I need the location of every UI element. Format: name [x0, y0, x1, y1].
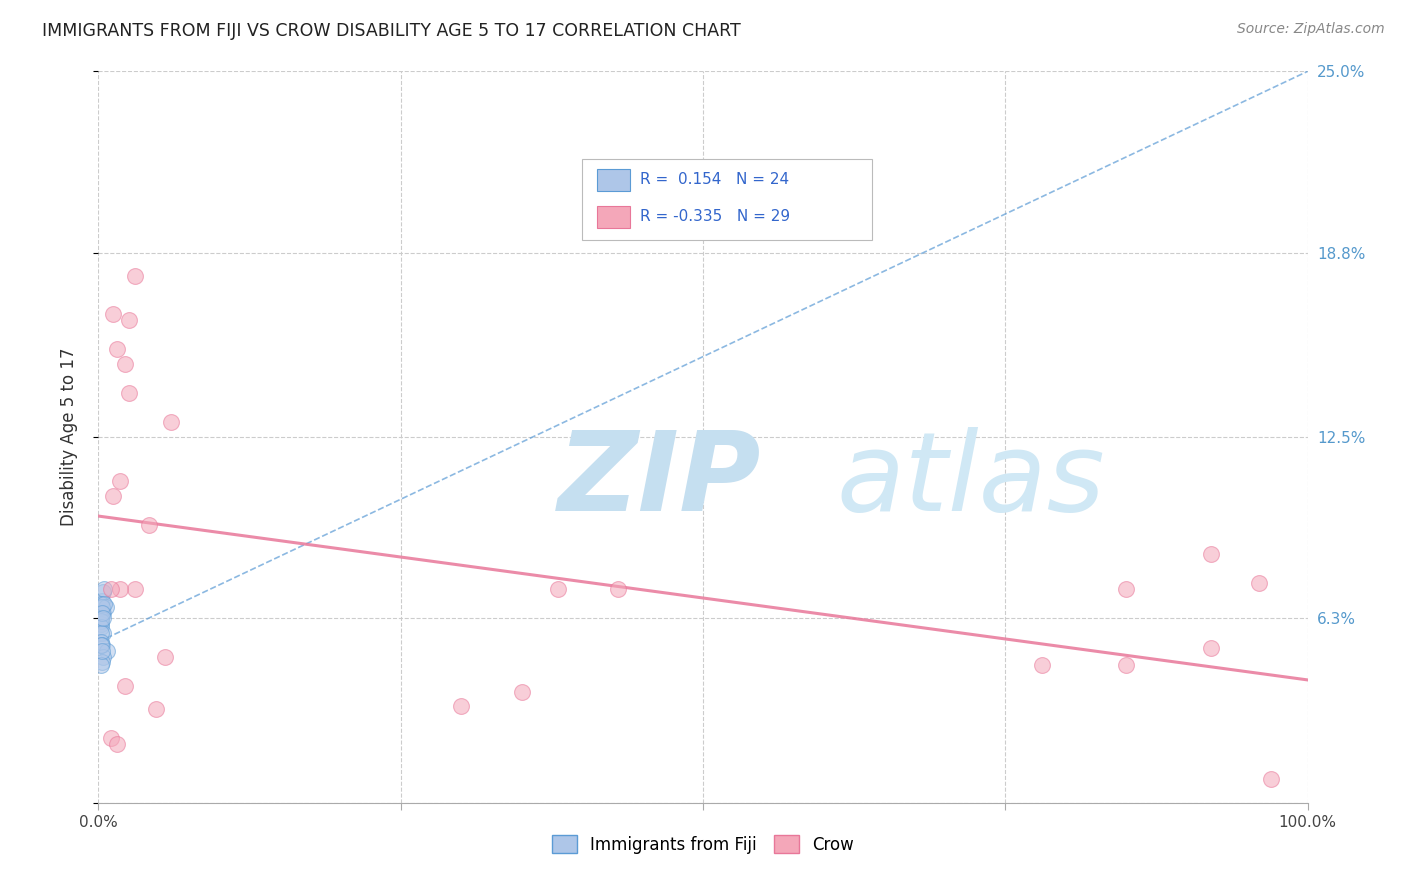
Point	[100, 731, 122, 746]
Point	[547, 582, 569, 597]
Text: Source: ZipAtlas.com: Source: ZipAtlas.com	[1237, 22, 1385, 37]
Point	[510, 684, 533, 698]
Point	[91, 611, 114, 625]
Point	[118, 386, 141, 401]
Point	[91, 638, 114, 652]
Point	[108, 582, 131, 597]
Point	[90, 626, 112, 640]
Point	[607, 582, 630, 597]
Point	[90, 617, 112, 632]
Point	[90, 611, 112, 625]
Text: R =  0.154   N = 24: R = 0.154 N = 24	[640, 172, 789, 187]
Point	[1031, 658, 1053, 673]
Point	[91, 606, 114, 620]
Point	[90, 597, 112, 611]
Point	[108, 474, 131, 488]
Text: ZIP: ZIP	[558, 427, 762, 534]
Point	[91, 606, 114, 620]
Bar	[596, 206, 630, 227]
Point	[90, 658, 112, 673]
Text: R = -0.335   N = 29: R = -0.335 N = 29	[640, 209, 790, 224]
Point	[91, 656, 114, 670]
Point	[91, 626, 114, 640]
Point	[91, 599, 114, 614]
Point	[90, 620, 112, 634]
Point	[138, 517, 160, 532]
Point	[91, 585, 114, 599]
Point	[118, 313, 141, 327]
Point	[105, 737, 128, 751]
Point	[1260, 772, 1282, 787]
Point	[90, 635, 112, 649]
Point	[1199, 640, 1222, 655]
Point	[114, 357, 136, 371]
Point	[100, 582, 122, 597]
Point	[101, 307, 124, 321]
Point	[96, 643, 118, 657]
Point	[93, 582, 115, 597]
Point	[105, 343, 128, 357]
Point	[1199, 547, 1222, 561]
Point	[91, 643, 114, 657]
Legend: Immigrants from Fiji, Crow: Immigrants from Fiji, Crow	[546, 829, 860, 860]
Point	[124, 269, 146, 284]
Point	[124, 582, 146, 597]
Bar	[596, 169, 630, 191]
Point	[91, 594, 114, 608]
Point	[93, 597, 115, 611]
Text: IMMIGRANTS FROM FIJI VS CROW DISABILITY AGE 5 TO 17 CORRELATION CHART: IMMIGRANTS FROM FIJI VS CROW DISABILITY …	[42, 22, 741, 40]
Text: atlas: atlas	[837, 427, 1105, 534]
Point	[90, 615, 112, 629]
Point	[160, 416, 183, 430]
Point	[114, 679, 136, 693]
Point	[101, 489, 124, 503]
FancyBboxPatch shape	[582, 159, 872, 240]
Point	[1249, 576, 1271, 591]
Point	[1115, 582, 1137, 597]
Point	[145, 702, 167, 716]
Point	[94, 599, 117, 614]
Point	[90, 638, 112, 652]
Point	[450, 699, 472, 714]
Point	[91, 649, 114, 664]
Y-axis label: Disability Age 5 to 17: Disability Age 5 to 17	[59, 348, 77, 526]
Point	[153, 649, 176, 664]
Point	[1115, 658, 1137, 673]
